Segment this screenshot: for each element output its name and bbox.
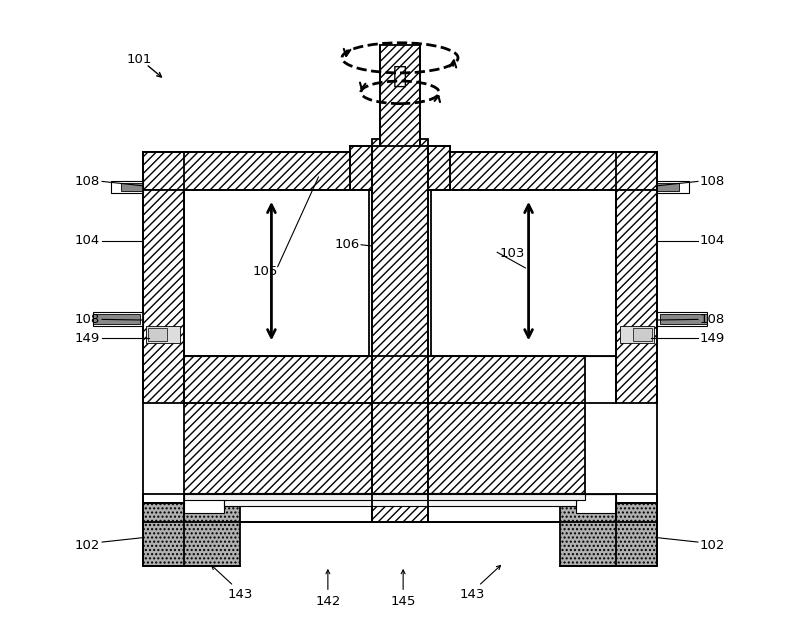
Bar bbox=[372, 139, 428, 522]
Bar bbox=[184, 403, 585, 494]
Bar bbox=[657, 312, 707, 326]
Text: 101: 101 bbox=[127, 52, 152, 66]
Text: 103: 103 bbox=[499, 247, 525, 260]
Bar bbox=[431, 190, 616, 356]
Bar bbox=[184, 356, 585, 403]
Bar bbox=[184, 493, 585, 500]
Bar bbox=[143, 494, 657, 522]
Bar bbox=[224, 493, 576, 507]
Bar bbox=[450, 152, 657, 190]
Bar bbox=[143, 152, 350, 190]
Bar bbox=[560, 503, 657, 566]
Text: 145: 145 bbox=[390, 595, 416, 608]
Bar bbox=[146, 326, 181, 343]
Bar bbox=[619, 326, 654, 343]
Text: 104: 104 bbox=[75, 234, 100, 248]
Text: 108: 108 bbox=[700, 175, 725, 188]
Bar bbox=[380, 45, 420, 146]
Text: 142: 142 bbox=[315, 595, 341, 608]
Text: 108: 108 bbox=[75, 175, 100, 188]
Bar bbox=[184, 494, 224, 513]
Bar bbox=[634, 328, 652, 341]
Bar bbox=[143, 190, 184, 403]
Bar bbox=[657, 183, 679, 191]
Text: 149: 149 bbox=[700, 332, 725, 345]
Text: 和: 和 bbox=[393, 64, 407, 88]
Text: 108: 108 bbox=[75, 313, 100, 326]
Bar bbox=[372, 356, 428, 403]
Text: 143: 143 bbox=[227, 588, 253, 600]
Text: 104: 104 bbox=[700, 234, 725, 248]
Text: 102: 102 bbox=[75, 539, 100, 553]
Bar bbox=[616, 190, 657, 403]
Bar bbox=[660, 314, 707, 324]
Bar bbox=[93, 314, 140, 324]
Bar bbox=[121, 183, 143, 191]
Text: 105: 105 bbox=[253, 265, 278, 278]
Text: 106: 106 bbox=[334, 238, 360, 251]
Bar bbox=[93, 312, 143, 326]
Bar bbox=[576, 494, 616, 513]
Bar bbox=[148, 328, 166, 341]
Bar bbox=[184, 190, 369, 356]
Text: 108: 108 bbox=[700, 313, 725, 326]
Bar bbox=[657, 181, 689, 193]
Text: 102: 102 bbox=[700, 539, 725, 553]
Bar bbox=[350, 146, 450, 190]
Text: 149: 149 bbox=[75, 332, 100, 345]
Bar bbox=[372, 403, 428, 494]
Bar bbox=[111, 181, 143, 193]
Text: 143: 143 bbox=[459, 588, 485, 600]
Bar bbox=[143, 503, 240, 566]
